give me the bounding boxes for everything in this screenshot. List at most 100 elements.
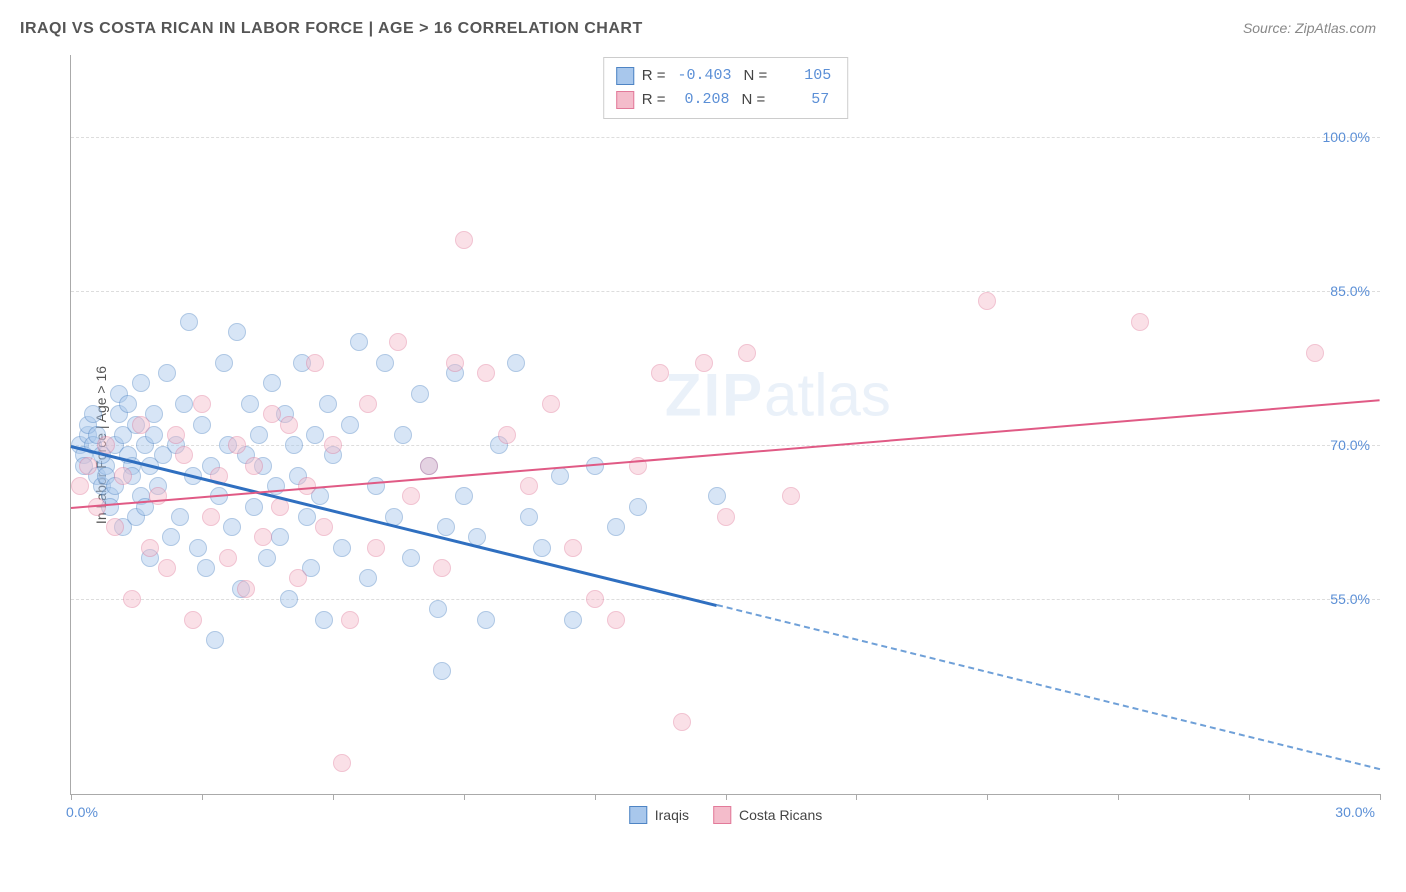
data-point	[651, 364, 669, 382]
data-point	[285, 436, 303, 454]
data-point	[333, 754, 351, 772]
data-point	[507, 354, 525, 372]
data-point	[542, 395, 560, 413]
data-point	[324, 436, 342, 454]
data-point	[315, 518, 333, 536]
data-point	[175, 446, 193, 464]
data-point	[455, 231, 473, 249]
data-point	[263, 374, 281, 392]
swatch-costa-ricans	[616, 91, 634, 109]
data-point	[350, 333, 368, 351]
data-point	[219, 549, 237, 567]
x-tick	[1249, 794, 1250, 800]
legend-label-iraqis: Iraqis	[655, 807, 689, 823]
gridline	[71, 137, 1380, 138]
n-label: N =	[744, 64, 768, 88]
data-point	[367, 539, 385, 557]
x-tick	[856, 794, 857, 800]
data-point	[394, 426, 412, 444]
data-point	[215, 354, 233, 372]
gridline	[71, 599, 1380, 600]
chart-area: In Labor Force | Age > 16 ZIPatlas R = -…	[50, 55, 1380, 835]
data-point	[520, 508, 538, 526]
x-tick	[202, 794, 203, 800]
data-point	[477, 611, 495, 629]
data-point	[717, 508, 735, 526]
n-value-iraqis: 105	[775, 64, 835, 88]
data-point	[132, 416, 150, 434]
swatch-iraqis	[616, 67, 634, 85]
legend-item-iraqis: Iraqis	[629, 806, 689, 824]
data-point	[254, 528, 272, 546]
data-point	[132, 374, 150, 392]
data-point	[367, 477, 385, 495]
data-point	[389, 333, 407, 351]
data-point	[141, 539, 159, 557]
data-point	[184, 611, 202, 629]
data-point	[79, 457, 97, 475]
source-label: Source: ZipAtlas.com	[1243, 20, 1376, 36]
data-point	[237, 580, 255, 598]
legend-row-iraqis: R = -0.403 N = 105	[616, 64, 836, 88]
data-point	[114, 467, 132, 485]
data-point	[520, 477, 538, 495]
legend-item-costa-ricans: Costa Ricans	[713, 806, 822, 824]
data-point	[223, 518, 241, 536]
data-point	[533, 539, 551, 557]
data-point	[193, 395, 211, 413]
series-legend: Iraqis Costa Ricans	[629, 806, 823, 824]
data-point	[180, 313, 198, 331]
data-point	[158, 559, 176, 577]
data-point	[708, 487, 726, 505]
data-point	[433, 559, 451, 577]
data-point	[376, 354, 394, 372]
data-point	[402, 487, 420, 505]
x-tick-label: 0.0%	[66, 804, 98, 820]
data-point	[298, 508, 316, 526]
data-point	[629, 498, 647, 516]
data-point	[197, 559, 215, 577]
data-point	[162, 528, 180, 546]
data-point	[123, 590, 141, 608]
x-tick	[71, 794, 72, 800]
y-tick-label: 70.0%	[1330, 437, 1370, 453]
data-point	[271, 528, 289, 546]
x-tick	[595, 794, 596, 800]
data-point	[202, 508, 220, 526]
data-point	[446, 354, 464, 372]
y-tick-label: 55.0%	[1330, 591, 1370, 607]
x-tick	[1118, 794, 1119, 800]
data-point	[586, 590, 604, 608]
data-point	[245, 498, 263, 516]
data-point	[607, 611, 625, 629]
data-point	[206, 631, 224, 649]
legend-row-costa-ricans: R = 0.208 N = 57	[616, 88, 836, 112]
data-point	[564, 611, 582, 629]
trend-line-extrapolated	[717, 604, 1381, 770]
data-point	[228, 323, 246, 341]
chart-title: IRAQI VS COSTA RICAN IN LABOR FORCE | AG…	[20, 20, 643, 38]
data-point	[402, 549, 420, 567]
r-value-iraqis: -0.403	[673, 64, 735, 88]
data-point	[429, 600, 447, 618]
swatch-costa-ricans	[713, 806, 731, 824]
swatch-iraqis	[629, 806, 647, 824]
data-point	[673, 713, 691, 731]
data-point	[1306, 344, 1324, 362]
data-point	[359, 569, 377, 587]
data-point	[477, 364, 495, 382]
data-point	[306, 354, 324, 372]
data-point	[245, 457, 263, 475]
x-tick	[464, 794, 465, 800]
data-point	[433, 662, 451, 680]
data-point	[119, 395, 137, 413]
data-point	[455, 487, 473, 505]
data-point	[228, 436, 246, 454]
n-label: N =	[741, 88, 765, 112]
data-point	[258, 549, 276, 567]
data-point	[437, 518, 455, 536]
data-point	[319, 395, 337, 413]
data-point	[607, 518, 625, 536]
data-point	[263, 405, 281, 423]
data-point	[158, 364, 176, 382]
